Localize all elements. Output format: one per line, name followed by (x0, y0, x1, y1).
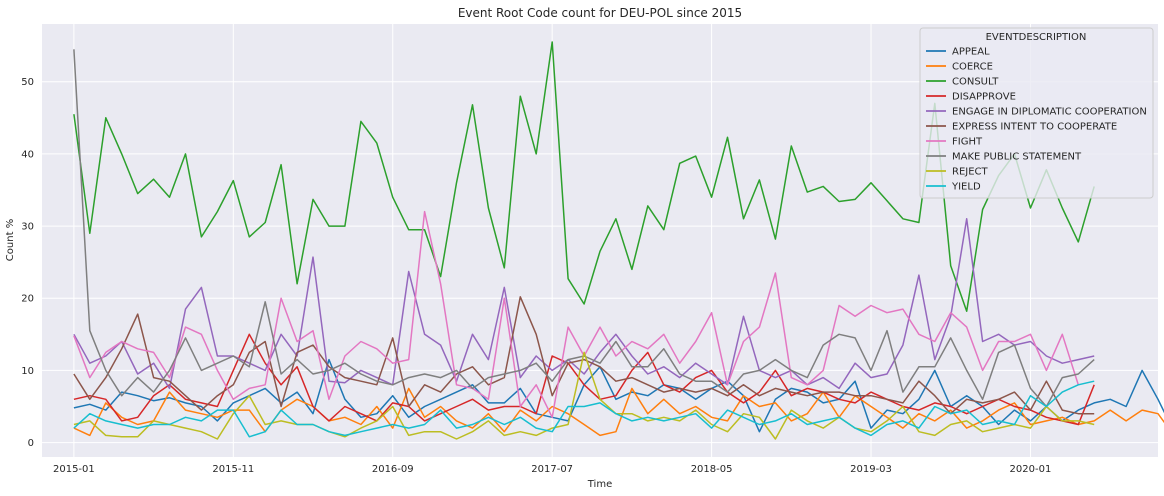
x-tick-label: 2017-07 (531, 464, 573, 475)
series-line-8 (73, 351, 1095, 440)
series-line-6 (73, 210, 1080, 419)
legend-label: REJECT (952, 167, 989, 178)
legend-box (919, 27, 1154, 199)
legend-label: COERCE (952, 62, 993, 73)
legend-title: EVENTDESCRIPTION (986, 32, 1087, 43)
legend-label: MAKE PUBLIC STATEMENT (952, 152, 1082, 163)
x-tick-label: 2015-01 (53, 464, 95, 475)
series-line-9 (73, 380, 1095, 438)
y-axis-title: Count % (5, 219, 16, 261)
x-tick-label: 2020-01 (1010, 464, 1052, 475)
x-tick-label: 2018-05 (691, 464, 733, 475)
chart-title: Event Root Code count for DEU-POL since … (458, 6, 742, 20)
legend-label: EXPRESS INTENT TO COOPERATE (952, 122, 1117, 133)
x-tick-label: 2016-09 (372, 464, 414, 475)
legend-items: APPEAL COERCE CONSULT DISAPPROVE ENGAGE IN D… (926, 47, 1147, 193)
y-tick-label: 0 (28, 438, 34, 449)
series-lines (73, 41, 1164, 440)
x-tick-label: 2015-11 (212, 464, 254, 475)
series-line-3 (73, 333, 1095, 426)
legend: EVENTDESCRIPTION APPEAL COERCE CONSULT DISA… (919, 27, 1154, 199)
x-axis-title: Time (587, 479, 612, 490)
y-tick-label: 50 (21, 77, 34, 88)
legend-label: ENGAGE IN DIPLOMATIC COOPERATION (952, 107, 1147, 118)
legend-label: YIELD (951, 182, 981, 193)
legend-label: DISAPPROVE (952, 92, 1016, 103)
series-line-4 (73, 218, 1095, 390)
x-tick-label: 2019-03 (850, 464, 892, 475)
y-tick-label: 20 (21, 294, 34, 305)
legend-label: APPEAL (952, 47, 990, 58)
legend-label: FIGHT (952, 137, 983, 148)
y-tick-labels: 0 10 20 30 40 50 (21, 77, 34, 449)
legend-label: CONSULT (952, 77, 999, 88)
grid (42, 24, 1158, 457)
y-tick-label: 40 (21, 149, 34, 160)
y-tick-label: 30 (21, 222, 34, 233)
x-tick-labels: 2015-01 2015-11 2016-09 2017-07 2018-05 2019-… (53, 464, 1051, 475)
series-line-7 (73, 49, 1095, 408)
y-tick-label: 10 (21, 366, 34, 377)
series-line-0 (73, 358, 1164, 433)
